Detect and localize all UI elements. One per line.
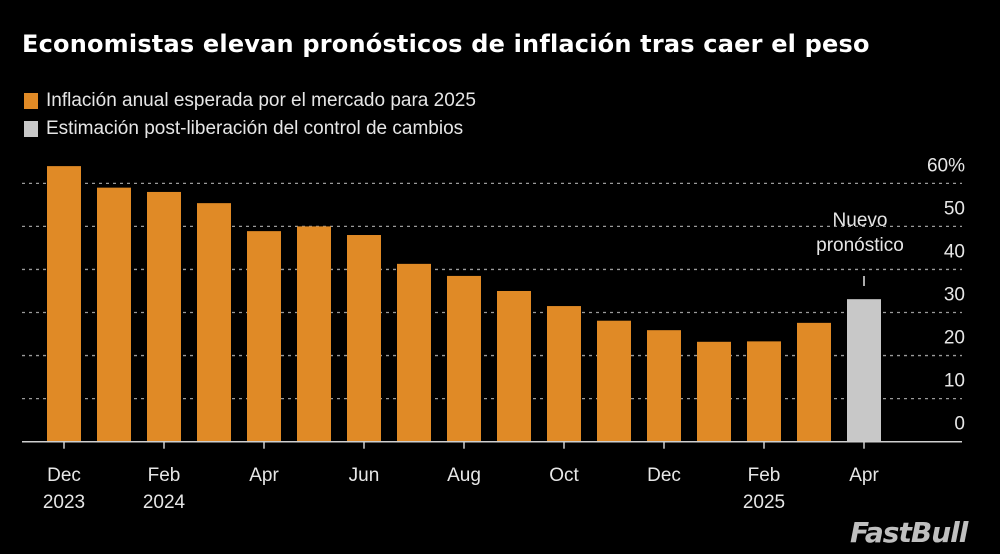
bar xyxy=(597,320,631,442)
x-tick-label: Apr xyxy=(249,465,279,486)
x-tick-year-label: 2023 xyxy=(43,492,85,513)
bar xyxy=(97,187,131,442)
bar xyxy=(547,306,581,442)
x-tick-label: Jun xyxy=(349,465,380,486)
legend-item-market: Inflación anual esperada por el mercado … xyxy=(24,90,476,112)
bar xyxy=(747,341,781,442)
legend-label: Inflación anual esperada por el mercado … xyxy=(46,90,476,111)
bar xyxy=(447,275,481,442)
x-tick-label: Oct xyxy=(549,465,579,486)
bar xyxy=(847,299,881,442)
x-tick-label: Dec xyxy=(47,465,81,486)
y-tick-label: 40 xyxy=(944,241,965,262)
bar xyxy=(147,191,181,442)
x-tick-label: Feb xyxy=(148,465,181,486)
x-tick-label: Feb xyxy=(748,465,781,486)
y-tick-label: 10 xyxy=(944,371,965,392)
legend-swatch-gray xyxy=(24,121,38,137)
bar xyxy=(297,226,331,442)
bar xyxy=(347,235,381,442)
y-tick-label: 30 xyxy=(944,285,965,306)
x-tick-year-label: 2024 xyxy=(143,492,186,513)
bar xyxy=(797,322,831,442)
legend-label: Estimación post-liberación del control d… xyxy=(46,118,464,139)
bar xyxy=(397,263,431,442)
x-tick-label: Dec xyxy=(647,465,681,486)
legend-item-estimate: Estimación post-liberación del control d… xyxy=(24,118,463,140)
bar xyxy=(197,203,231,442)
bar xyxy=(247,231,281,442)
x-tick-label: Apr xyxy=(849,465,879,486)
bar xyxy=(47,166,81,442)
legend-swatch-orange xyxy=(24,93,38,109)
x-tick-label: Aug xyxy=(447,465,481,486)
annotation-label: pronóstico xyxy=(816,235,904,256)
y-tick-label: 60% xyxy=(927,155,965,176)
chart-title: Economistas elevan pronósticos de inflac… xyxy=(22,30,870,58)
y-tick-label: 50 xyxy=(944,198,965,219)
bar xyxy=(697,341,731,442)
y-tick-label: 0 xyxy=(954,414,965,435)
bar xyxy=(497,290,531,442)
y-tick-label: 20 xyxy=(944,328,965,349)
annotation-label: Nuevo xyxy=(833,210,888,231)
watermark-logo: FastBull xyxy=(850,516,968,549)
x-tick-year-label: 2025 xyxy=(743,492,785,513)
bar xyxy=(647,330,681,442)
